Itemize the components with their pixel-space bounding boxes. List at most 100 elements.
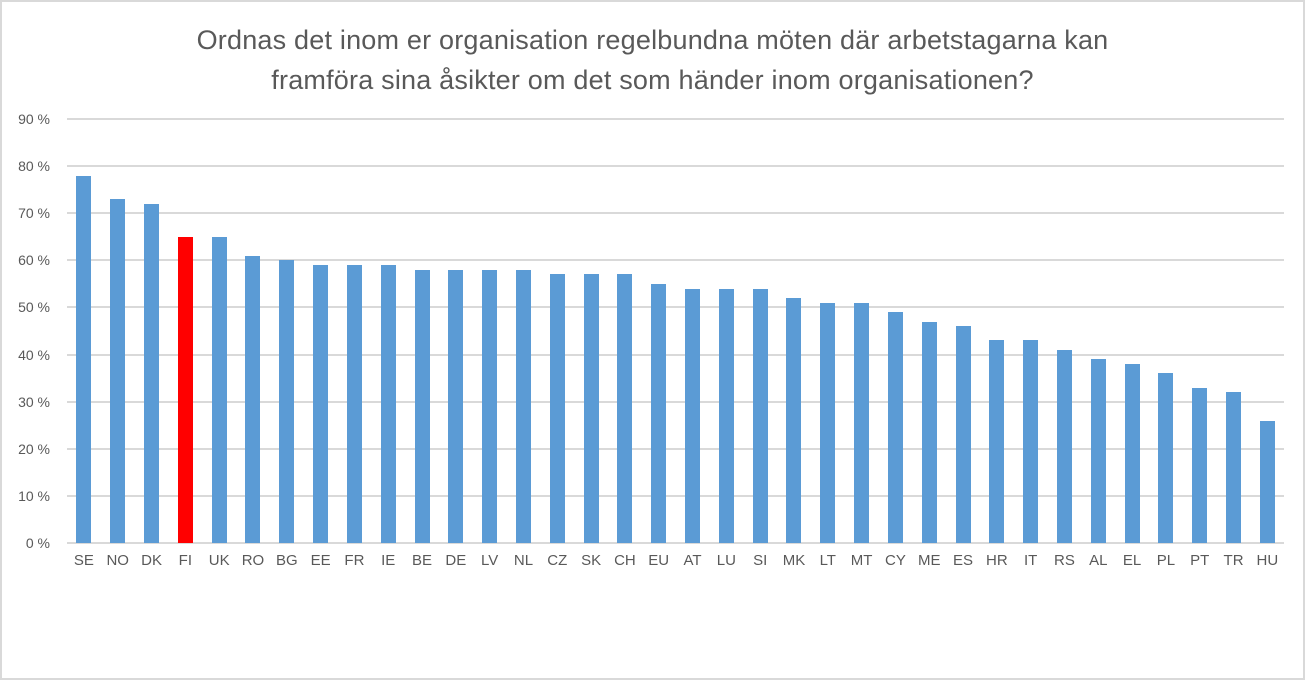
bar-slot [811,119,845,543]
bar-tr [1226,392,1242,543]
bar-de [448,269,464,543]
gridline [67,306,1284,309]
x-label-cz: CZ [547,552,568,569]
chart-title: Ordnas det inom er organisation regelbun… [0,20,1305,100]
bar-slot [574,119,608,543]
gridline [67,259,1284,262]
x-label-sk: SK [581,552,602,569]
y-tick-label: 40 % [18,346,50,363]
y-tick-label: 50 % [18,299,50,316]
gridline [67,494,1284,497]
x-label-ie: IE [381,552,396,569]
x-label-de: DE [445,552,467,569]
x-label-pt: PT [1190,552,1210,569]
x-label-hu: HU [1256,552,1279,569]
x-label-al: AL [1089,552,1108,569]
x-label-fr: FR [344,552,365,569]
bar-mk [786,298,802,543]
x-label-bg: BG [275,552,298,569]
x-label-tr: TR [1223,552,1244,569]
bar-slot [236,119,270,543]
bar-be [414,269,430,543]
bar-hu [1259,420,1275,543]
bar-slot [777,119,811,543]
bar-slot [879,119,913,543]
x-label-nl: NL [513,552,534,569]
y-tick-label: 80 % [18,158,50,175]
bar-cy [887,312,903,543]
bars-series [67,119,1284,543]
bar-slot [1217,119,1251,543]
bar-pl [1158,373,1174,543]
bar-lv [482,269,498,543]
y-tick-label: 10 % [18,487,50,504]
bar-se [76,175,92,543]
x-label-eu: EU [648,552,670,569]
y-tick-label: 30 % [18,393,50,410]
y-tick-label: 90 % [18,111,50,127]
x-label-es: ES [953,552,974,569]
bar-slot [1149,119,1183,543]
bar-slot [101,119,135,543]
bar-fr [346,265,362,543]
bar-fi [177,236,193,543]
bar-ch [617,274,633,543]
bar-at [685,288,701,543]
x-label-hr: HR [986,552,1008,569]
bar-al [1090,359,1106,543]
gridline [67,165,1284,168]
bar-slot [845,119,879,543]
gridline [67,447,1284,450]
x-label-ch: CH [614,552,636,569]
bar-slot [67,119,101,543]
bar-eu [651,283,667,543]
bar-slot [676,119,710,543]
bar-slot [202,119,236,543]
bar-slot [608,119,642,543]
bar-slot [473,119,507,543]
x-label-it: IT [1023,552,1038,569]
y-axis-labels: 90 % 80 % 70 % 60 % 50 % 40 % 30 % 20 % 10 % 0 % [0,111,50,551]
bar-slot [270,119,304,543]
bar-slot [135,119,169,543]
x-label-lv: LV [481,552,499,569]
bar-uk [211,236,227,543]
bar-slot [371,119,405,543]
x-label-at: AT [683,552,702,569]
bar-nl [515,269,531,543]
x-label-mk: MK [782,552,806,569]
chart-title-line-2: framföra sina åsikter om det som händer … [271,65,1034,95]
bar-slot [168,119,202,543]
bar-slot [540,119,574,543]
bar-slot [1183,119,1217,543]
x-label-rs: RS [1054,552,1075,569]
plot-area [67,118,1284,544]
x-label-me: ME [917,552,941,569]
bar-slot [439,119,473,543]
x-label-cy: CY [884,552,906,569]
bar-slot [912,119,946,543]
bar-lt [820,302,836,543]
x-label-se: SE [73,552,94,569]
bar-bg [279,260,295,543]
bar-slot [980,119,1014,543]
bar-slot [405,119,439,543]
bar-si [752,288,768,543]
bar-slot [709,119,743,543]
y-tick-label: 60 % [18,252,50,269]
gridline [67,118,1284,120]
bar-slot [304,119,338,543]
x-axis-labels: SE NO DK FI UK RO BG EE FR IE BE DE LV NL CZ SK CH EU AT LU… [67,552,1284,569]
gridline [67,212,1284,215]
bar-cz [549,274,565,543]
bar-slot [1115,119,1149,543]
bar-slot [642,119,676,543]
bar-slot [1014,119,1048,543]
x-label-ro: RO [241,552,265,569]
x-label-lu: LU [716,552,736,569]
x-label-si: SI [753,552,768,569]
bar-el [1124,363,1140,543]
bar-me [921,321,937,543]
bar-it [1023,340,1039,543]
bar-pt [1192,387,1208,543]
